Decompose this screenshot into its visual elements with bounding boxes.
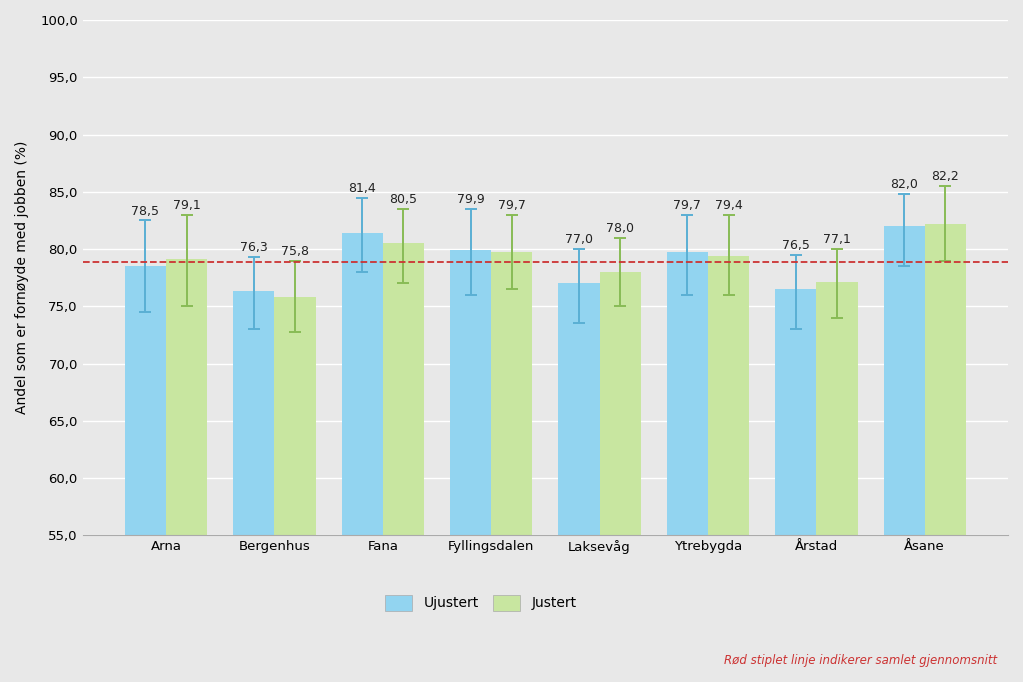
Legend: Ujustert, Justert: Ujustert, Justert	[385, 595, 577, 611]
Bar	[667, 252, 708, 535]
Bar	[925, 224, 966, 535]
Bar	[233, 291, 274, 535]
Bar	[599, 272, 640, 535]
Text: 79,1: 79,1	[173, 199, 201, 212]
Text: 79,7: 79,7	[673, 199, 702, 212]
Bar	[125, 266, 166, 535]
Text: 76,5: 76,5	[782, 239, 809, 252]
Text: 76,3: 76,3	[240, 241, 268, 254]
Bar	[274, 297, 315, 535]
Bar	[775, 289, 816, 535]
Text: 79,7: 79,7	[498, 199, 526, 212]
Bar	[342, 233, 383, 535]
Bar	[491, 252, 532, 535]
Bar	[450, 250, 491, 535]
Bar	[559, 284, 599, 535]
Text: 78,0: 78,0	[607, 222, 634, 235]
Text: 78,5: 78,5	[131, 205, 160, 218]
Text: 75,8: 75,8	[281, 245, 309, 258]
Bar	[166, 259, 208, 535]
Y-axis label: Andel som er fornøyde med jobben (%): Andel som er fornøyde med jobben (%)	[15, 141, 29, 415]
Text: 79,9: 79,9	[456, 193, 485, 206]
Bar	[816, 282, 857, 535]
Bar	[383, 243, 424, 535]
Text: 77,1: 77,1	[824, 233, 851, 246]
Bar	[708, 256, 749, 535]
Text: 81,4: 81,4	[348, 181, 376, 194]
Text: 79,4: 79,4	[715, 199, 743, 212]
Text: 80,5: 80,5	[390, 193, 417, 206]
Text: 82,2: 82,2	[932, 170, 960, 183]
Text: 82,0: 82,0	[890, 178, 918, 191]
Bar	[884, 226, 925, 535]
Text: Rød stiplet linje indikerer samlet gjennomsnitt: Rød stiplet linje indikerer samlet gjenn…	[724, 654, 997, 667]
Text: 77,0: 77,0	[565, 233, 593, 246]
